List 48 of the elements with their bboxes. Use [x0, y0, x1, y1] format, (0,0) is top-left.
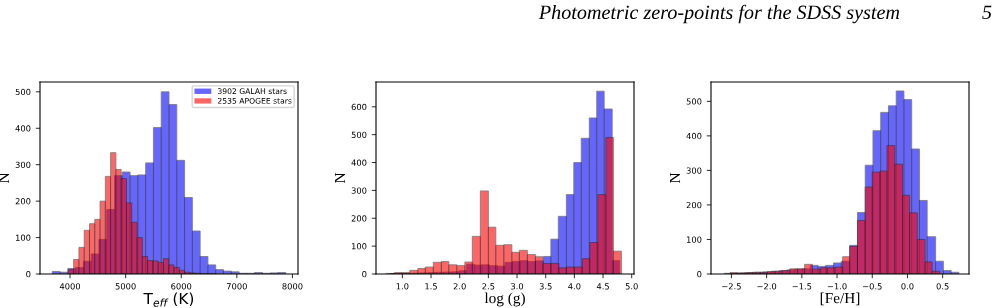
x-tick-label: 5.0: [625, 283, 638, 290]
x-tick-label: 4000: [59, 283, 81, 290]
x-tick-label: 1.5: [425, 283, 437, 290]
y-tick-label: 0: [697, 270, 702, 278]
x-axis-title: T$_{eff}$ (K): [143, 292, 194, 307]
x-tick-label: −2.5: [722, 283, 741, 290]
x-tick-label: −2.0: [757, 283, 777, 290]
y-tick-label: 0: [26, 270, 31, 278]
x-tick-label: 8000: [282, 283, 303, 290]
x-tick-label: 7000: [226, 283, 247, 290]
x-tick-label: 3.0: [511, 283, 524, 290]
x-tick-label: 1.0: [396, 283, 409, 290]
x-tick-label: −1.0: [827, 283, 847, 290]
y-axis-title: N: [335, 172, 346, 184]
y-tick-label: 500: [686, 98, 702, 105]
y-tick-label: 400: [351, 159, 367, 166]
y-tick-label: 200: [686, 201, 702, 209]
x-tick-label: 0.0: [901, 283, 914, 290]
text: Photometric zero-points for the SDSS system: [538, 4, 900, 24]
y-tick-label: 200: [15, 198, 31, 205]
y-tick-label: 500: [15, 88, 31, 96]
y-tick-label: 0: [362, 270, 367, 278]
y-tick-label: 500: [351, 131, 367, 138]
x-axis-title: log (g): [484, 292, 525, 307]
x-tick-label: 4.0: [568, 283, 581, 290]
y-tick-label: 100: [15, 234, 31, 241]
y-tick-label: 300: [351, 187, 367, 194]
y-axis-title: N: [670, 172, 681, 184]
x-tick-label: 2.0: [453, 283, 466, 290]
x-tick-label: 5000: [115, 283, 136, 290]
x-tick-label: 3.5: [539, 283, 552, 290]
x-tick-label: 0.5: [936, 283, 949, 290]
y-axis-title: N: [0, 172, 10, 184]
x-tick-label: 2.5: [482, 283, 495, 290]
text: 5: [982, 5, 992, 20]
y-tick-label: 100: [351, 243, 367, 250]
x-tick-label: −0.5: [863, 283, 882, 290]
x-tick-label: 4.5: [596, 283, 609, 290]
x-tick-label: −1.5: [792, 283, 812, 290]
y-tick-label: 100: [686, 236, 702, 243]
x-axis-title: [Fe/H]: [820, 292, 860, 306]
y-tick-label: 600: [351, 103, 367, 111]
x-tick-label: 6000: [171, 283, 192, 290]
y-tick-label: 300: [686, 167, 702, 174]
y-tick-label: 400: [686, 132, 702, 140]
y-tick-label: 200: [351, 215, 367, 222]
y-tick-label: 300: [15, 161, 31, 168]
y-tick-label: 400: [15, 125, 31, 132]
